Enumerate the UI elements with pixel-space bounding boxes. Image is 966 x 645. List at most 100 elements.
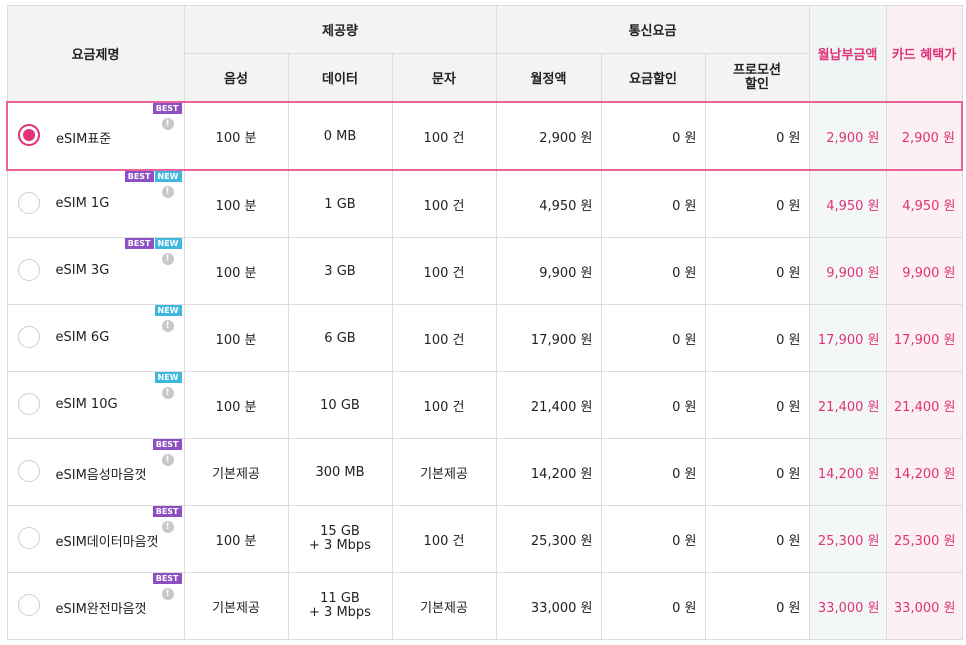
plan-row[interactable]: eSIM 1G BEST NEW ! 100 분 1 GB 100 건 4,950…	[6, 169, 963, 238]
plan-badges: NEW	[154, 372, 182, 383]
voice-amount: 100 분	[183, 101, 289, 171]
info-icon[interactable]: !	[161, 320, 174, 332]
plan-row[interactable]: eSIM 10G NEW ! 100 분 10 GB 100 건 21,400 …	[6, 371, 963, 439]
plan-radio[interactable]	[17, 192, 40, 214]
new-badge: NEW	[154, 305, 182, 316]
plan-name: eSIM음성마음껏	[55, 468, 147, 483]
info-icon[interactable]: !	[161, 186, 174, 198]
fee-discount: 0 원	[600, 169, 706, 238]
monthly-pay: 25,300 원	[808, 505, 887, 573]
plan-row[interactable]: eSIM데이터마음껏 BEST ! 100 분 15 GB + 3 Mbps 10…	[6, 505, 963, 573]
header-provision: 제공량	[183, 5, 497, 54]
plan-row[interactable]: eSIM 6G NEW ! 100 분 6 GB 100 건 17,900 원 …	[6, 304, 963, 372]
header-monthly-pay: 월납부금액	[808, 5, 887, 103]
plan-row[interactable]: eSIM 3G BEST NEW ! 100 분 3 GB 100 건 9,900…	[6, 237, 963, 305]
monthly-fee: 9,900 원	[495, 237, 602, 305]
plan-radio[interactable]	[17, 460, 40, 482]
header-promo-line1: 프로모션	[733, 62, 781, 78]
best-badge: BEST	[152, 439, 182, 450]
plan-name-cell[interactable]: eSIM표준 BEST !	[6, 101, 185, 171]
plan-badges: BEST	[152, 103, 182, 114]
promo-discount: 0 원	[704, 438, 810, 506]
new-badge: NEW	[154, 171, 182, 182]
voice-amount: 100 분	[183, 237, 289, 305]
monthly-fee: 14,200 원	[495, 438, 602, 506]
info-icon[interactable]: !	[161, 588, 174, 600]
plan-name-cell[interactable]: eSIM 6G NEW !	[6, 304, 185, 372]
voice-amount: 100 분	[183, 304, 289, 372]
plan-row[interactable]: eSIM표준 BEST ! 100 분 0 MB 100 건 2,900 원 0…	[6, 101, 963, 171]
plan-name-cell[interactable]: eSIM 3G BEST NEW !	[6, 237, 185, 305]
info-icon[interactable]: !	[161, 454, 174, 466]
data-amount: 1 GB	[287, 169, 393, 238]
header-telecom-fee: 통신요금	[495, 5, 810, 54]
data-amount: 6 GB	[287, 304, 393, 372]
card-price: 21,400 원	[885, 371, 963, 439]
voice-amount: 기본제공	[183, 438, 289, 506]
data-amount: 11 GB + 3 Mbps	[287, 572, 393, 640]
monthly-pay: 17,900 원	[808, 304, 887, 372]
plan-table-container: 요금제명 제공량 통신요금 월납부금액 카드 혜택가 음성 데이터 문자 월정액…	[6, 5, 963, 640]
fee-discount: 0 원	[600, 371, 706, 439]
data-amount-main: 11 GB	[320, 591, 360, 606]
plan-name-cell[interactable]: eSIM데이터마음껏 BEST !	[6, 505, 185, 573]
promo-discount: 0 원	[704, 169, 810, 238]
plan-radio[interactable]	[17, 594, 40, 616]
monthly-pay: 33,000 원	[808, 572, 887, 640]
plan-name-cell[interactable]: eSIM 1G BEST NEW !	[6, 169, 185, 238]
plan-radio[interactable]	[18, 124, 40, 146]
monthly-pay: 21,400 원	[808, 371, 887, 439]
header-sms: 문자	[391, 53, 497, 103]
sms-amount: 기본제공	[391, 438, 497, 506]
header-card-price: 카드 혜택가	[885, 5, 963, 103]
plan-name-cell[interactable]: eSIM음성마음껏 BEST !	[6, 438, 185, 506]
promo-discount: 0 원	[704, 237, 810, 305]
fee-discount: 0 원	[600, 101, 706, 171]
monthly-fee: 21,400 원	[495, 371, 602, 439]
plan-radio[interactable]	[17, 393, 40, 415]
plan-name: eSIM완전마음껏	[55, 602, 147, 617]
plan-radio[interactable]	[17, 326, 40, 348]
plan-badges: NEW	[154, 305, 182, 316]
promo-discount: 0 원	[704, 371, 810, 439]
plan-radio[interactable]	[17, 259, 40, 281]
promo-discount: 0 원	[704, 101, 810, 171]
plan-name: eSIM 3G	[55, 263, 110, 278]
monthly-fee: 25,300 원	[495, 505, 602, 573]
plan-name-cell[interactable]: eSIM 10G NEW !	[6, 371, 185, 439]
monthly-fee: 2,900 원	[495, 101, 602, 171]
voice-amount: 기본제공	[183, 572, 289, 640]
sms-amount: 100 건	[391, 237, 497, 305]
info-icon[interactable]: !	[161, 521, 174, 533]
plan-name: eSIM표준	[56, 132, 112, 147]
plan-row[interactable]: eSIM음성마음껏 BEST ! 기본제공 300 MB 기본제공 14,200…	[6, 438, 963, 506]
plan-name-cell[interactable]: eSIM완전마음껏 BEST !	[6, 572, 185, 640]
monthly-pay: 9,900 원	[808, 237, 887, 305]
best-badge: BEST	[124, 171, 154, 182]
info-icon[interactable]: !	[161, 118, 174, 130]
plan-list: eSIM표준 BEST ! 100 분 0 MB 100 건 2,900 원 0…	[6, 101, 963, 640]
data-amount: 15 GB + 3 Mbps	[287, 505, 393, 573]
header-promo-line2: 할인	[745, 76, 769, 92]
data-amount-main: 15 GB	[320, 524, 360, 539]
monthly-fee: 33,000 원	[495, 572, 602, 640]
plan-radio[interactable]	[17, 527, 40, 549]
fee-discount: 0 원	[600, 505, 706, 573]
plan-badges: BEST	[152, 573, 182, 584]
monthly-fee: 4,950 원	[495, 169, 602, 238]
card-price: 9,900 원	[885, 237, 963, 305]
plan-row[interactable]: eSIM완전마음껏 BEST ! 기본제공 11 GB + 3 Mbps 기본제공…	[6, 572, 963, 640]
sms-amount: 100 건	[391, 304, 497, 372]
plan-table: 요금제명 제공량 통신요금 월납부금액 카드 혜택가 음성 데이터 문자 월정액…	[6, 5, 963, 640]
plan-name: eSIM 10G	[55, 397, 118, 412]
monthly-fee: 17,900 원	[495, 304, 602, 372]
info-icon[interactable]: !	[161, 253, 174, 265]
plan-name: eSIM데이터마음껏	[55, 535, 159, 550]
best-badge: BEST	[152, 103, 182, 114]
info-icon[interactable]: !	[161, 387, 174, 399]
fee-discount: 0 원	[600, 572, 706, 640]
header-voice: 음성	[183, 53, 289, 103]
card-price: 2,900 원	[885, 101, 963, 171]
data-amount: 300 MB	[287, 438, 393, 506]
sms-amount: 기본제공	[391, 572, 497, 640]
